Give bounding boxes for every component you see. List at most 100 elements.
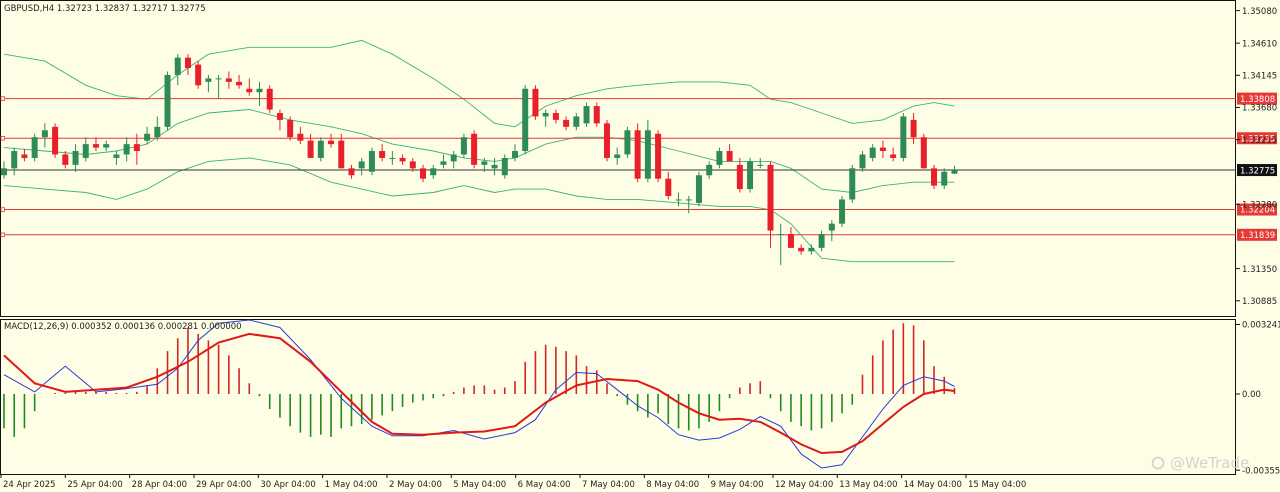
candle-body[interactable] — [563, 119, 570, 127]
candle-body[interactable] — [859, 154, 866, 169]
candle-body[interactable] — [869, 147, 876, 158]
candle[interactable] — [72, 144, 79, 172]
candle-body[interactable] — [92, 144, 99, 148]
candle-body[interactable] — [460, 137, 467, 155]
candle-body[interactable] — [164, 74, 171, 127]
candle-body[interactable] — [328, 140, 335, 145]
candle[interactable] — [603, 119, 610, 162]
candle[interactable] — [123, 137, 130, 162]
candle[interactable] — [859, 151, 866, 172]
price-pane[interactable]: 1.33808 1.33235 1.32204 1.31839 1.32775 1.35… — [0, 0, 1278, 317]
candle[interactable] — [266, 85, 273, 113]
candle[interactable] — [409, 157, 416, 172]
candle[interactable] — [542, 109, 549, 127]
candle[interactable] — [726, 144, 733, 162]
candle[interactable] — [307, 133, 314, 158]
candle[interactable] — [399, 154, 406, 165]
candle-body[interactable] — [236, 81, 243, 86]
candle[interactable] — [624, 126, 631, 158]
candle-body[interactable] — [399, 157, 406, 162]
candle-body[interactable] — [777, 234, 784, 236]
candle[interactable] — [379, 144, 386, 162]
candle-body[interactable] — [174, 57, 181, 75]
candle-body[interactable] — [542, 112, 549, 117]
candle-body[interactable] — [818, 234, 825, 248]
candle[interactable] — [920, 133, 927, 169]
candle-body[interactable] — [716, 151, 723, 165]
candle-body[interactable] — [256, 88, 263, 93]
candle-body[interactable] — [900, 116, 907, 158]
candle[interactable] — [931, 164, 938, 190]
candle-body[interactable] — [583, 106, 590, 124]
candle[interactable] — [184, 54, 191, 75]
candle-body[interactable] — [951, 170, 958, 174]
candle[interactable] — [941, 168, 948, 190]
candle[interactable] — [798, 244, 805, 255]
candle-body[interactable] — [409, 161, 416, 169]
candle-body[interactable] — [634, 130, 641, 179]
candle-body[interactable] — [655, 133, 662, 179]
candle-body[interactable] — [430, 168, 437, 176]
candle-body[interactable] — [941, 171, 948, 186]
candle-body[interactable] — [21, 154, 28, 158]
candle-body[interactable] — [685, 199, 692, 201]
candle-body[interactable] — [348, 168, 355, 176]
candle-body[interactable] — [675, 199, 682, 201]
candle-body[interactable] — [603, 123, 610, 158]
candle-body[interactable] — [307, 140, 314, 158]
candle[interactable] — [634, 123, 641, 183]
candle[interactable] — [839, 195, 846, 228]
candle-body[interactable] — [297, 133, 304, 141]
candle[interactable] — [573, 112, 580, 131]
candle[interactable] — [808, 244, 815, 255]
candle[interactable] — [358, 157, 365, 176]
candle-body[interactable] — [573, 116, 580, 127]
candle-body[interactable] — [276, 112, 283, 120]
candle-body[interactable] — [828, 223, 835, 231]
candle[interactable] — [655, 130, 662, 183]
candle-body[interactable] — [266, 88, 273, 110]
candle[interactable] — [205, 74, 212, 93]
candle-body[interactable] — [481, 161, 488, 165]
level-anchor-icon[interactable] — [0, 136, 5, 141]
candle[interactable] — [297, 126, 304, 145]
candle[interactable] — [103, 140, 110, 152]
candle-body[interactable] — [82, 144, 89, 158]
candle[interactable] — [828, 220, 835, 241]
candle[interactable] — [491, 157, 498, 176]
candle-body[interactable] — [849, 168, 856, 200]
candle[interactable] — [389, 151, 396, 165]
candle[interactable] — [869, 144, 876, 162]
candle-body[interactable] — [491, 164, 498, 169]
candle[interactable] — [777, 223, 784, 266]
candle[interactable] — [747, 157, 754, 193]
candle[interactable] — [195, 61, 202, 89]
candle[interactable] — [348, 164, 355, 179]
candle-body[interactable] — [450, 154, 457, 162]
candle[interactable] — [501, 154, 508, 179]
level-anchor-icon[interactable] — [0, 232, 5, 237]
candle-body[interactable] — [317, 140, 324, 158]
candle-body[interactable] — [1, 168, 7, 176]
candle[interactable] — [900, 112, 907, 162]
candle-body[interactable] — [225, 78, 232, 82]
candle-body[interactable] — [246, 88, 253, 93]
candle-body[interactable] — [890, 154, 897, 158]
candle-body[interactable] — [338, 140, 345, 169]
candle[interactable] — [256, 81, 263, 107]
candle[interactable] — [62, 151, 69, 169]
candle-body[interactable] — [695, 175, 702, 203]
level-anchor-icon[interactable] — [0, 207, 5, 212]
candle-body[interactable] — [522, 88, 529, 152]
candle-body[interactable] — [358, 161, 365, 169]
candle[interactable] — [512, 144, 518, 162]
candle-body[interactable] — [72, 151, 79, 165]
candle[interactable] — [31, 133, 38, 162]
candle-body[interactable] — [389, 157, 396, 159]
candle-body[interactable] — [757, 164, 764, 166]
candle-body[interactable] — [644, 130, 651, 179]
candle[interactable] — [736, 157, 743, 193]
candle[interactable] — [92, 137, 99, 152]
candle[interactable] — [583, 102, 590, 127]
